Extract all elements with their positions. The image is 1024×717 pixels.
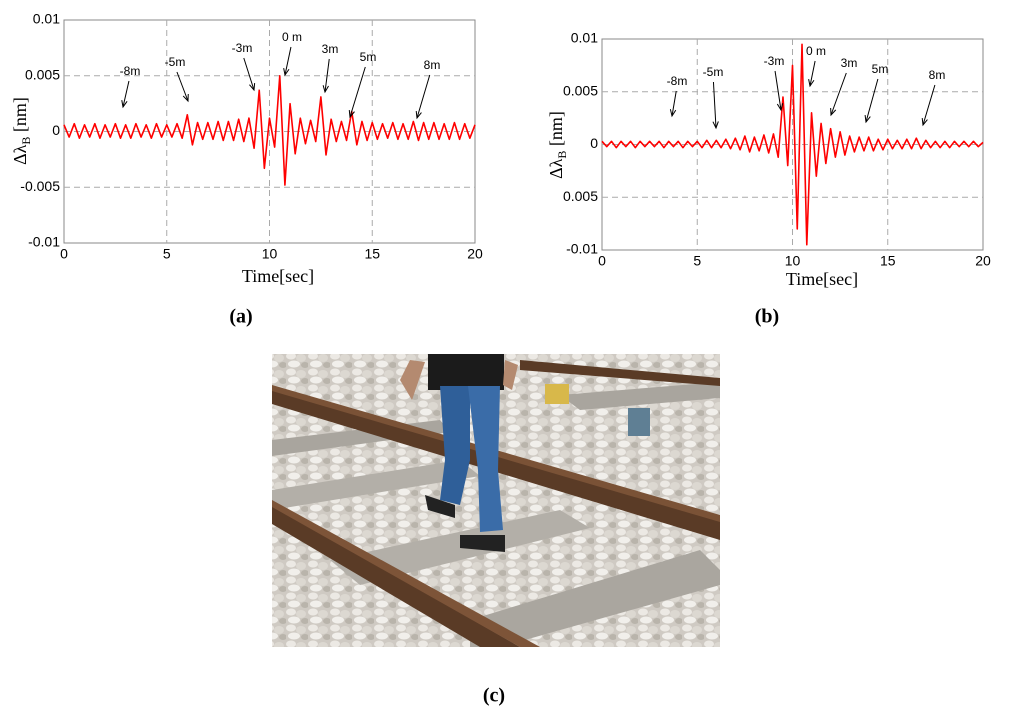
annotation: 3m	[841, 56, 858, 70]
annotation: 8m	[424, 58, 441, 72]
x-tick-label: 15	[880, 253, 896, 269]
arrow-head	[776, 103, 784, 112]
x-tick-label: 20	[467, 246, 483, 262]
y-tick-label: 0	[590, 135, 598, 151]
arrow-head	[182, 93, 189, 103]
x-tick-label: 15	[364, 246, 380, 262]
annotation-arrow	[774, 70, 782, 111]
annotation-arrow	[284, 46, 292, 76]
y-tick-label: -0.01	[566, 241, 598, 257]
annotation-arrow	[922, 84, 936, 126]
y-tick-label: 0.01	[33, 11, 60, 27]
y-tick-label: -0.01	[28, 234, 60, 250]
annotation: 5m	[360, 50, 377, 64]
arrow-head	[283, 68, 290, 77]
annotation-arrow	[243, 57, 255, 91]
annotation-arrow	[122, 80, 130, 108]
arrow-head	[322, 85, 329, 94]
x-axis-label: Time[sec]	[786, 269, 858, 289]
y-tick-label: 0.005	[563, 188, 598, 204]
annotation: -8m	[120, 64, 141, 78]
y-label-subscript: B	[555, 151, 569, 159]
annotation: 8m	[929, 68, 946, 82]
annotation-arrow	[349, 66, 366, 118]
annotation-arrow	[324, 58, 330, 93]
arrow-head	[830, 107, 837, 117]
annotation: -3m	[232, 41, 253, 55]
annotation-arrow	[809, 60, 816, 87]
x-tick-label: 10	[785, 253, 801, 269]
y-label-subscript: B	[19, 137, 33, 145]
x-tick-label: 5	[693, 253, 701, 269]
arrow-head	[121, 100, 128, 109]
annotation: -8m	[667, 74, 688, 88]
arrow-head	[864, 114, 871, 124]
arrow-head	[415, 110, 422, 120]
annotation: 0 m	[806, 44, 826, 58]
annotation-arrow	[830, 72, 847, 116]
annotation-arrow	[712, 81, 717, 129]
annotation: -5m	[165, 55, 186, 69]
annotation: -5m	[703, 65, 724, 79]
y-axis-label: ΔλB [nm]	[546, 111, 569, 179]
panel-label: (a)	[229, 306, 252, 328]
y-tick-label: -0.005	[20, 178, 60, 194]
arrow-head	[669, 109, 677, 118]
annotation: 0 m	[282, 30, 302, 44]
y-tick-label: 0.01	[571, 30, 598, 46]
y-label-symbol: Δλ	[10, 144, 30, 165]
x-tick-label: 0	[598, 253, 606, 269]
panel-label: (c)	[483, 685, 505, 707]
annotation-arrow	[176, 71, 189, 102]
x-tick-label: 5	[163, 246, 171, 262]
x-tick-label: 20	[975, 253, 991, 269]
arrow-head	[249, 82, 256, 92]
x-tick-label: 0	[60, 246, 68, 262]
annotation-arrow	[865, 78, 879, 123]
data-line	[601, 43, 984, 246]
arrow-head	[348, 109, 355, 119]
arrow-head	[808, 79, 815, 88]
panel-label: (b)	[755, 306, 779, 328]
y-label-symbol: Δλ	[546, 158, 566, 179]
y-tick-label: 0.005	[25, 66, 60, 82]
annotation: 3m	[322, 42, 339, 56]
y-label-unit: [nm]	[546, 111, 566, 151]
y-axis-label: ΔλB [nm]	[10, 97, 33, 165]
x-tick-label: 10	[262, 246, 278, 262]
annotation: 5m	[872, 62, 889, 76]
arrow-head	[712, 121, 719, 130]
y-tick-label: 0	[52, 122, 60, 138]
y-tick-label: 0.005	[563, 82, 598, 98]
annotation-arrow	[416, 74, 431, 119]
annotation: -3m	[764, 54, 785, 68]
annotation-arrow	[671, 90, 677, 117]
photo	[272, 354, 720, 647]
x-axis-label: Time[sec]	[242, 266, 314, 286]
data-line	[63, 74, 476, 186]
arrow-head	[921, 117, 928, 127]
y-label-unit: [nm]	[10, 97, 30, 137]
